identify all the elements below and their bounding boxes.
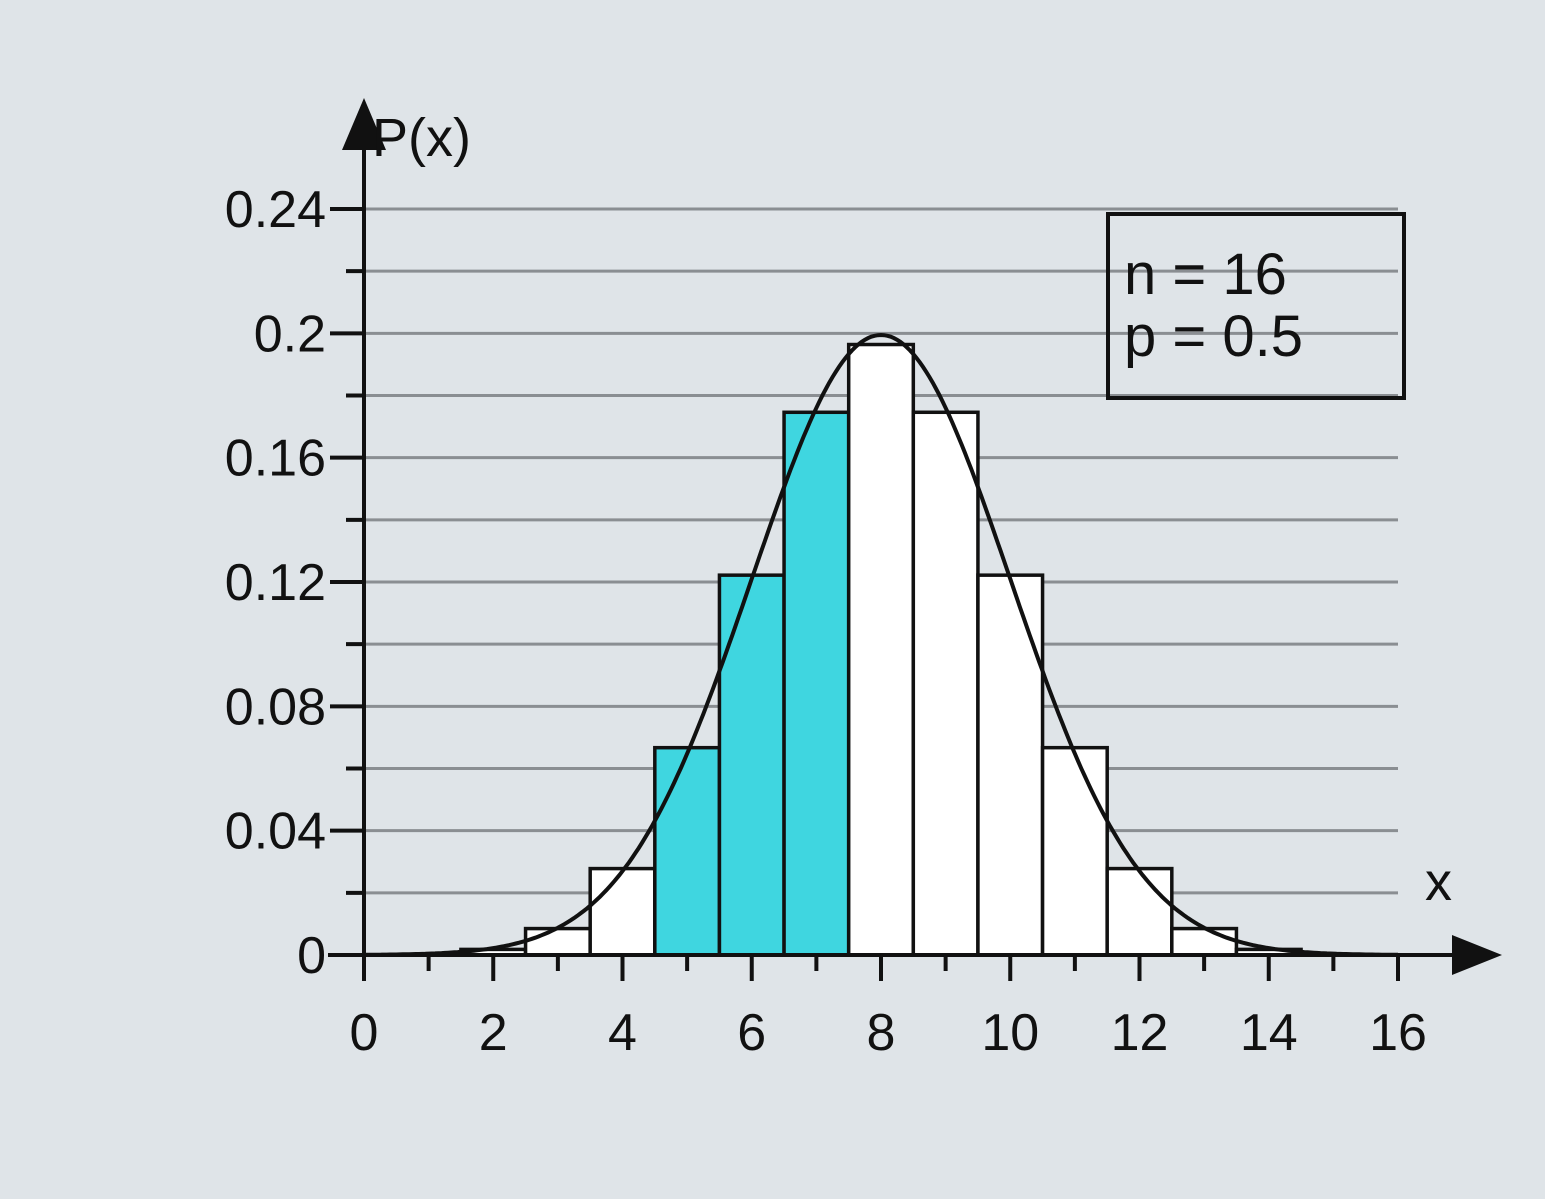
x-tick-label: 10: [981, 1004, 1039, 1062]
x-tick-label: 12: [1111, 1004, 1169, 1062]
bar-x-6: [717, 573, 786, 957]
y-axis-label: P(x): [372, 108, 471, 168]
y-tick-label: 0.04: [225, 803, 326, 861]
bar-x-3: [523, 926, 592, 957]
bar-x-7: [782, 410, 851, 957]
parameter-p-label: p = 0.5: [1124, 304, 1303, 369]
parameter-n-label: n = 16: [1124, 242, 1287, 307]
x-tick-label: 6: [737, 1004, 766, 1062]
y-tick-label: 0.08: [225, 678, 326, 736]
x-tick-label: 8: [867, 1004, 896, 1062]
bar-x-9: [911, 410, 980, 957]
x-tick-label: 14: [1240, 1004, 1298, 1062]
bar-x-10: [976, 573, 1045, 957]
x-tick-label: 16: [1369, 1004, 1427, 1062]
y-tick-label: 0.2: [254, 305, 326, 363]
parameter-box-frame: [1106, 212, 1406, 400]
ticks: 0 2 4 6 8 10 12 14 16 0 0.04 0.08 0.12 0.16 0.2 0.24: [225, 181, 1427, 1062]
bar-x-5: [653, 745, 722, 957]
normal-curve: [364, 332, 1398, 957]
x-tick-label: 2: [479, 1004, 508, 1062]
x-axis-label: x: [1425, 852, 1452, 912]
bars: [459, 342, 1303, 957]
parameter-box: n = 16 p = 0.5: [1106, 212, 1406, 400]
bar-x-8: [846, 342, 916, 957]
bar-x-4: [588, 866, 657, 957]
x-tick-label: 0: [350, 1004, 379, 1062]
y-tick-label: 0.16: [225, 430, 326, 488]
bar-x-11: [1040, 745, 1109, 957]
axes: [328, 98, 1502, 975]
x-tick-label: 4: [608, 1004, 637, 1062]
y-tick-label: 0.12: [225, 554, 326, 612]
x-axis-arrowhead: [1452, 935, 1502, 975]
y-axis-arrowhead: [342, 98, 386, 150]
bar-x-13: [1170, 926, 1239, 957]
y-tick-label: 0: [297, 927, 326, 985]
bar-x-12: [1105, 866, 1174, 957]
y-tick-label: 0.24: [225, 181, 326, 239]
